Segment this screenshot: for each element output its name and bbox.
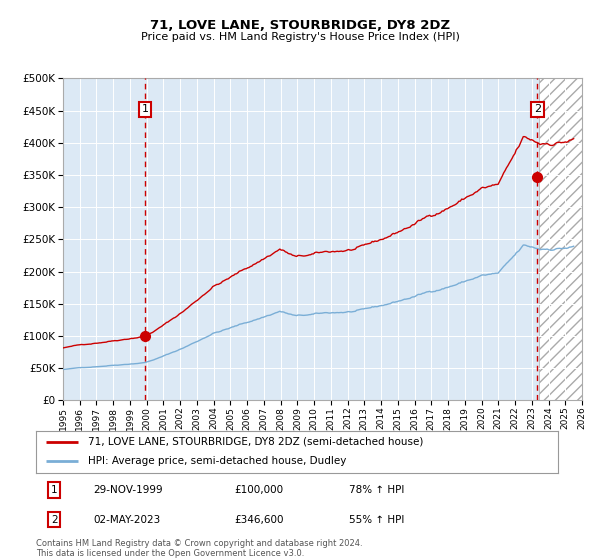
Text: £346,600: £346,600	[235, 515, 284, 525]
Text: 71, LOVE LANE, STOURBRIDGE, DY8 2DZ: 71, LOVE LANE, STOURBRIDGE, DY8 2DZ	[150, 18, 450, 32]
Bar	[539, 78, 582, 400]
Text: 78% ↑ HPI: 78% ↑ HPI	[349, 485, 404, 495]
Text: 29-NOV-1999: 29-NOV-1999	[94, 485, 163, 495]
Text: 1: 1	[142, 104, 149, 114]
Text: Price paid vs. HM Land Registry's House Price Index (HPI): Price paid vs. HM Land Registry's House …	[140, 32, 460, 42]
Text: 55% ↑ HPI: 55% ↑ HPI	[349, 515, 404, 525]
Text: 71, LOVE LANE, STOURBRIDGE, DY8 2DZ (semi-detached house): 71, LOVE LANE, STOURBRIDGE, DY8 2DZ (sem…	[88, 437, 424, 447]
Text: HPI: Average price, semi-detached house, Dudley: HPI: Average price, semi-detached house,…	[88, 456, 347, 466]
Text: £100,000: £100,000	[235, 485, 283, 495]
Text: 02-MAY-2023: 02-MAY-2023	[94, 515, 161, 525]
Text: 2: 2	[534, 104, 541, 114]
Text: Contains HM Land Registry data © Crown copyright and database right 2024.
This d: Contains HM Land Registry data © Crown c…	[36, 539, 362, 558]
Text: 2: 2	[51, 515, 58, 525]
Text: 1: 1	[51, 485, 58, 495]
Bar	[539, 78, 582, 400]
